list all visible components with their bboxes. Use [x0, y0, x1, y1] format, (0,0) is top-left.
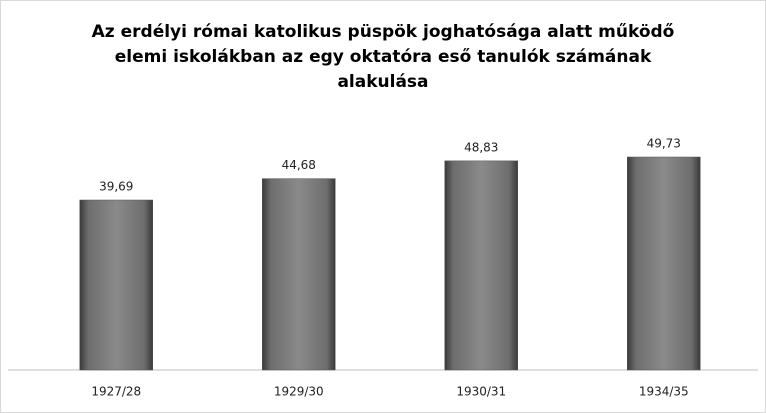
bar [262, 178, 336, 371]
data-label: 39,69 [99, 180, 133, 194]
chart-title: Az erdélyi római katolikus püspök joghat… [91, 22, 675, 92]
x-tick-label: 1934/35 [639, 385, 689, 399]
bar [79, 199, 153, 371]
x-tick-label: 1930/31 [456, 385, 506, 399]
data-label: 44,68 [282, 158, 316, 172]
x-tick-label: 1927/28 [91, 385, 141, 399]
bar [444, 160, 518, 371]
data-label: 49,73 [647, 137, 681, 151]
data-label: 48,83 [464, 140, 498, 154]
bar [627, 156, 701, 371]
x-tick-label: 1929/30 [274, 385, 324, 399]
